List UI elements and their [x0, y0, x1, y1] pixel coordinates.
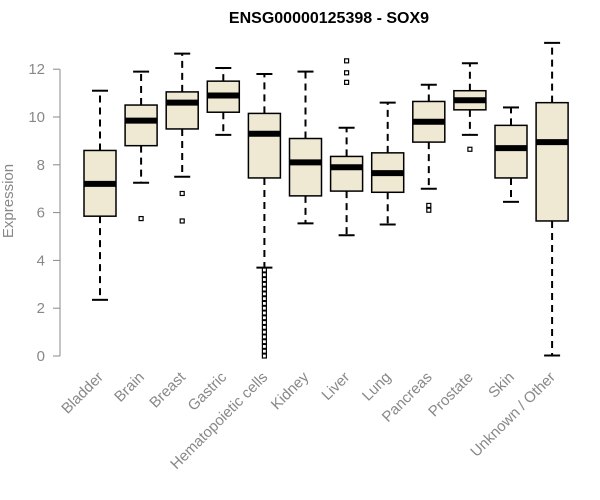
outlier-point — [261, 286, 267, 292]
chart-title: ENSG00000125398 - SOX9 — [229, 10, 429, 27]
outlier-point — [344, 79, 350, 85]
x-tick-label: Kidney — [268, 368, 313, 413]
y-tick-label: 12 — [28, 61, 45, 78]
outlier-point — [261, 281, 267, 287]
outlier-point — [179, 190, 185, 197]
x-tick-label: Breast — [146, 368, 189, 411]
box-brain — [124, 70, 158, 222]
box-lung — [370, 101, 405, 226]
iqr-box — [329, 155, 364, 192]
box-bladder — [83, 89, 117, 301]
outlier-point — [261, 291, 267, 297]
iqr-box — [247, 112, 282, 179]
outlier-point — [426, 207, 432, 213]
outlier-point — [261, 276, 267, 283]
outlier-point — [261, 310, 267, 316]
y-tick-label: 6 — [37, 205, 45, 222]
outlier-point — [261, 305, 267, 311]
box-kidney — [288, 70, 323, 225]
box-breast — [165, 52, 199, 224]
outlier-point — [344, 70, 350, 76]
outlier-point — [179, 218, 185, 224]
iqr-box — [535, 101, 569, 222]
outlier-point — [261, 334, 267, 340]
y-tick-label: 0 — [37, 348, 45, 365]
outlier-point — [261, 319, 267, 326]
y-tick-label: 8 — [37, 157, 45, 174]
plot-area — [83, 41, 569, 359]
box-hematopoietic-cells — [247, 72, 282, 359]
iqr-box — [288, 137, 323, 197]
outlier-point — [261, 300, 267, 307]
y-tick-label: 10 — [28, 109, 45, 126]
outlier-point — [261, 267, 267, 273]
box-liver — [329, 58, 364, 237]
outlier-point — [261, 296, 267, 302]
outlier-point — [261, 353, 267, 359]
outlier-point — [261, 324, 267, 330]
outlier-point — [261, 329, 267, 335]
x-tick-label: Prostate — [425, 369, 477, 421]
box-gastric — [206, 67, 241, 136]
iqr-box — [165, 91, 199, 130]
outlier-point — [344, 58, 350, 64]
y-tick-label: 2 — [37, 300, 45, 317]
y-tick-label: 4 — [37, 252, 45, 269]
outlier-point — [467, 146, 473, 152]
outlier-point — [426, 202, 432, 209]
box-pancreas — [412, 83, 446, 213]
iqr-box — [494, 124, 528, 179]
outlier-point — [261, 315, 267, 321]
x-tick-label: Bladder — [58, 369, 107, 418]
y-axis-label: Expression — [0, 164, 17, 238]
box-skin — [494, 106, 528, 203]
x-tick-label: Lung — [359, 369, 395, 405]
outlier-point — [261, 343, 267, 350]
x-tick-label: Brain — [111, 369, 148, 406]
outlier-point — [261, 348, 267, 354]
box-prostate — [453, 62, 487, 152]
y-axis: 0 2 4 6 8 10 12 — [28, 61, 61, 365]
iqr-box — [124, 104, 158, 147]
outlier-point — [261, 339, 267, 345]
x-tick-label: Liver — [318, 369, 353, 404]
outlier-point — [261, 272, 267, 278]
x-tick-label: Skin — [485, 369, 518, 402]
box-unknown-other — [535, 41, 569, 357]
outlier-point — [138, 215, 144, 222]
